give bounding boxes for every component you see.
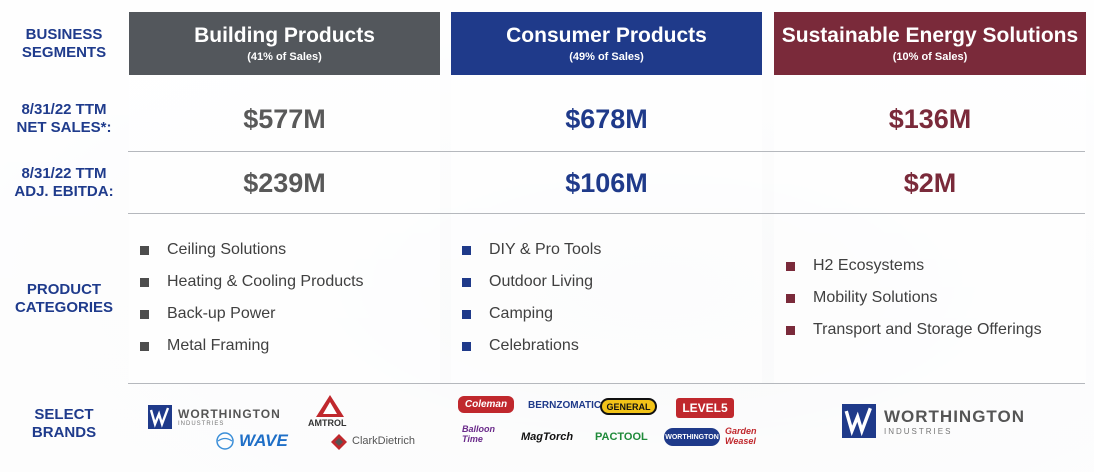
wave-globe-icon (216, 432, 234, 450)
clarkdietrich-diamond-icon (331, 434, 347, 450)
brand-logo-bernzomatic: BERNZOMATIC (528, 400, 602, 411)
divider (128, 151, 1085, 152)
amtrol-triangle-icon (316, 395, 344, 417)
category-list-consumer: DIY & Pro Tools Outdoor Living Camping C… (462, 234, 601, 362)
brand-logo-general: GENERAL (600, 398, 657, 415)
list-item: Camping (462, 298, 601, 330)
list-item: Celebrations (462, 330, 601, 362)
brand-logo-wave: WAVE (215, 430, 295, 452)
square-bullet-icon (786, 293, 795, 303)
segment-header-consumer-products: Consumer Products (49% of Sales) (451, 12, 762, 75)
column-bg-building (129, 75, 440, 383)
segment-subtitle: (10% of Sales) (892, 50, 968, 63)
divider (128, 213, 1085, 214)
square-bullet-icon (462, 309, 471, 319)
divider (128, 383, 1085, 384)
segment-header-sustainable-energy: Sustainable Energy Solutions (10% of Sal… (774, 12, 1086, 75)
list-item: DIY & Pro Tools (462, 234, 601, 266)
list-item: Heating & Cooling Products (140, 266, 364, 298)
list-item: Mobility Solutions (786, 282, 1042, 314)
row-label-net-sales: 8/31/22 TTM NET SALES*: (16, 101, 112, 136)
brand-logo-amtrol: AMTROL (308, 394, 352, 430)
list-item: Back-up Power (140, 298, 364, 330)
brand-logo-worthington: WORTHINGTON INDUSTRIES (148, 404, 280, 430)
row-label-business-segments: BUSINESS SEGMENTS (21, 25, 107, 61)
brand-logo-worthington-consumer: WORTHINGTON (664, 428, 720, 446)
square-bullet-icon (462, 341, 471, 351)
brand-logo-balloon-time: Balloon Time (462, 424, 495, 444)
net-sales-consumer: $678M (565, 103, 648, 134)
list-item: Metal Framing (140, 330, 364, 362)
segment-title: Consumer Products (506, 23, 707, 47)
row-label-product-categories: PRODUCT CATEGORIES (14, 281, 114, 316)
segment-header-building-products: Building Products (41% of Sales) (129, 12, 440, 75)
segment-subtitle: (41% of Sales) (247, 50, 322, 63)
square-bullet-icon (140, 245, 149, 255)
square-bullet-icon (786, 325, 795, 335)
worthington-w-icon (842, 404, 876, 438)
net-sales-building: $577M (243, 103, 326, 134)
row-label-adj-ebitda: 8/31/22 TTM ADJ. EBITDA: (14, 165, 114, 200)
square-bullet-icon (786, 261, 795, 271)
worthington-w-icon (148, 405, 172, 429)
list-item: Ceiling Solutions (140, 234, 364, 266)
brand-logo-worthington-energy: WORTHINGTON INDUSTRIES (842, 403, 1024, 439)
ebitda-energy: $2M (903, 167, 957, 198)
brand-logo-pactool: PACTOOL (595, 431, 648, 443)
ebitda-consumer: $106M (565, 167, 648, 198)
square-bullet-icon (140, 309, 149, 319)
list-item: H2 Ecosystems (786, 250, 1042, 282)
square-bullet-icon (140, 341, 149, 351)
ebitda-building: $239M (243, 167, 326, 198)
square-bullet-icon (462, 277, 471, 287)
square-bullet-icon (140, 277, 149, 287)
brand-logo-level5: LEVEL5 (676, 398, 734, 418)
category-list-building: Ceiling Solutions Heating & Cooling Prod… (140, 234, 364, 362)
category-list-energy: H2 Ecosystems Mobility Solutions Transpo… (786, 250, 1042, 346)
segment-title: Sustainable Energy Solutions (781, 23, 1079, 47)
brand-logo-coleman: Coleman (458, 396, 514, 413)
list-item: Outdoor Living (462, 266, 601, 298)
square-bullet-icon (462, 245, 471, 255)
net-sales-energy: $136M (888, 103, 972, 134)
column-bg-consumer (451, 75, 762, 383)
segment-subtitle: (49% of Sales) (569, 50, 644, 63)
list-item: Transport and Storage Offerings (786, 314, 1042, 346)
brand-logo-magtorch: MagTorch (521, 431, 574, 443)
column-bg-energy (774, 75, 1086, 383)
segment-title: Building Products (194, 23, 375, 47)
brand-logo-clarkdietrich: ClarkDietrich (330, 432, 435, 452)
brand-logo-garden-weasel: Garden Weasel (725, 426, 757, 446)
row-label-select-brands: SELECT BRANDS (31, 406, 97, 441)
